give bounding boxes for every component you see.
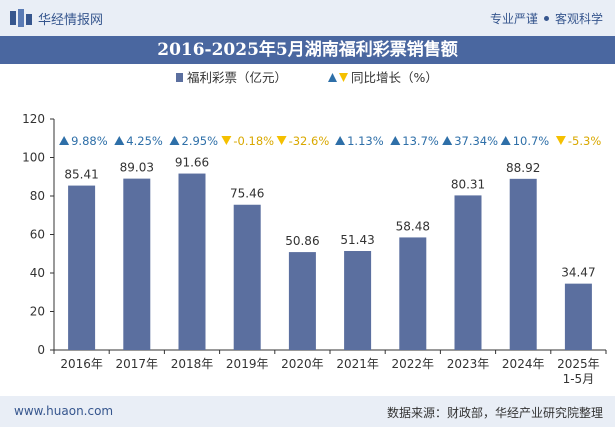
growth-label: -32.6% [289, 134, 330, 148]
x-tick-label: 2018年 [171, 357, 214, 371]
y-tick-label: 60 [30, 228, 45, 242]
header-bar: 华经情报网 专业严谨 客观科学 [0, 0, 615, 36]
legend-up-triangle-icon [328, 73, 337, 82]
bar [344, 250, 372, 350]
x-tick-label: 2020年 [281, 357, 324, 371]
footer-bar: www.huaon.com 数据来源：财政部，华经产业研究院整理 [0, 396, 615, 427]
bar [123, 178, 151, 350]
x-tick-label: 2016年 [60, 357, 103, 371]
legend-series-label: 同比增长（%） [351, 70, 438, 85]
growth-label: 9.88% [71, 134, 108, 148]
tagline-right: 客观科学 [554, 12, 603, 26]
tagline-left: 专业严谨 [489, 12, 538, 26]
growth-down-triangle-icon [221, 136, 232, 145]
bar [564, 283, 592, 350]
x-tick-label: 1-5月 [563, 372, 595, 386]
footer-source: 数据来源：财政部，华经产业研究院整理 [386, 406, 603, 420]
growth-label: -5.3% [568, 134, 601, 148]
legend-bar-swatch [176, 73, 183, 82]
chart-title: 2016-2025年5月湖南福利彩票销售额 [157, 40, 458, 60]
legend-series-label: 福利彩票（亿元） [187, 70, 287, 85]
title-bar: 2016-2025年5月湖南福利彩票销售额 [0, 36, 615, 64]
bar-value-label: 58.48 [396, 219, 430, 233]
tagline: 专业严谨 客观科学 [490, 10, 603, 27]
bar-value-label: 91.66 [175, 156, 209, 170]
growth-label: 37.34% [454, 134, 498, 148]
bar-value-label: 85.41 [64, 168, 98, 182]
growth-down-triangle-icon [276, 136, 287, 145]
growth-label: -0.18% [233, 134, 274, 148]
growth-label: 13.7% [402, 134, 439, 148]
y-tick-label: 40 [30, 266, 45, 280]
growth-up-triangle-icon [442, 136, 453, 145]
y-tick-label: 0 [37, 343, 45, 357]
bar-value-label: 75.46 [230, 187, 264, 201]
growth-label: 2.95% [182, 134, 219, 148]
bar [454, 195, 482, 350]
y-tick-label: 20 [30, 305, 45, 319]
x-tick-label: 2023年 [447, 357, 490, 371]
logo-icon [10, 9, 32, 27]
bar [178, 173, 206, 350]
growth-up-triangle-icon [169, 136, 180, 145]
x-tick-label: 2022年 [392, 357, 435, 371]
growth-up-triangle-icon [335, 136, 346, 145]
bar [509, 178, 537, 350]
chart: 0 20 40 60 80 100 120 85.41 2016年 9.88% 89.03 2017年… [22, 70, 607, 386]
footer-website: www.huaon.com [14, 404, 114, 418]
growth-up-triangle-icon [59, 136, 70, 145]
x-tick-label: 2025年 [557, 357, 600, 371]
bar [288, 252, 316, 350]
bar-value-label: 89.03 [120, 161, 154, 175]
site-name: 华经情报网 [38, 13, 104, 28]
growth-up-triangle-icon [390, 136, 401, 145]
y-tick-label: 80 [30, 189, 45, 203]
bar [68, 185, 96, 350]
growth-label: 4.25% [126, 134, 163, 148]
bar-value-label: 50.86 [285, 234, 319, 248]
growth-up-triangle-icon [500, 136, 511, 145]
bar-value-label: 80.31 [451, 177, 485, 191]
x-tick-label: 2019年 [226, 357, 269, 371]
x-tick-label: 2024年 [502, 357, 545, 371]
bar-value-label: 34.47 [561, 266, 595, 280]
bar-value-label: 88.92 [506, 161, 540, 175]
growth-label: 10.7% [513, 134, 550, 148]
growth-down-triangle-icon [555, 136, 566, 145]
x-tick-label: 2017年 [116, 357, 159, 371]
bar-value-label: 51.43 [340, 233, 374, 247]
separator-dot-icon [543, 16, 549, 21]
y-tick-label: 120 [22, 112, 45, 126]
y-tick-label: 100 [22, 151, 45, 165]
growth-label: 1.13% [347, 134, 384, 148]
bar [399, 237, 427, 350]
growth-up-triangle-icon [114, 136, 125, 145]
legend-down-triangle-icon [339, 73, 348, 82]
bar [233, 204, 261, 350]
x-tick-label: 2021年 [336, 357, 379, 371]
